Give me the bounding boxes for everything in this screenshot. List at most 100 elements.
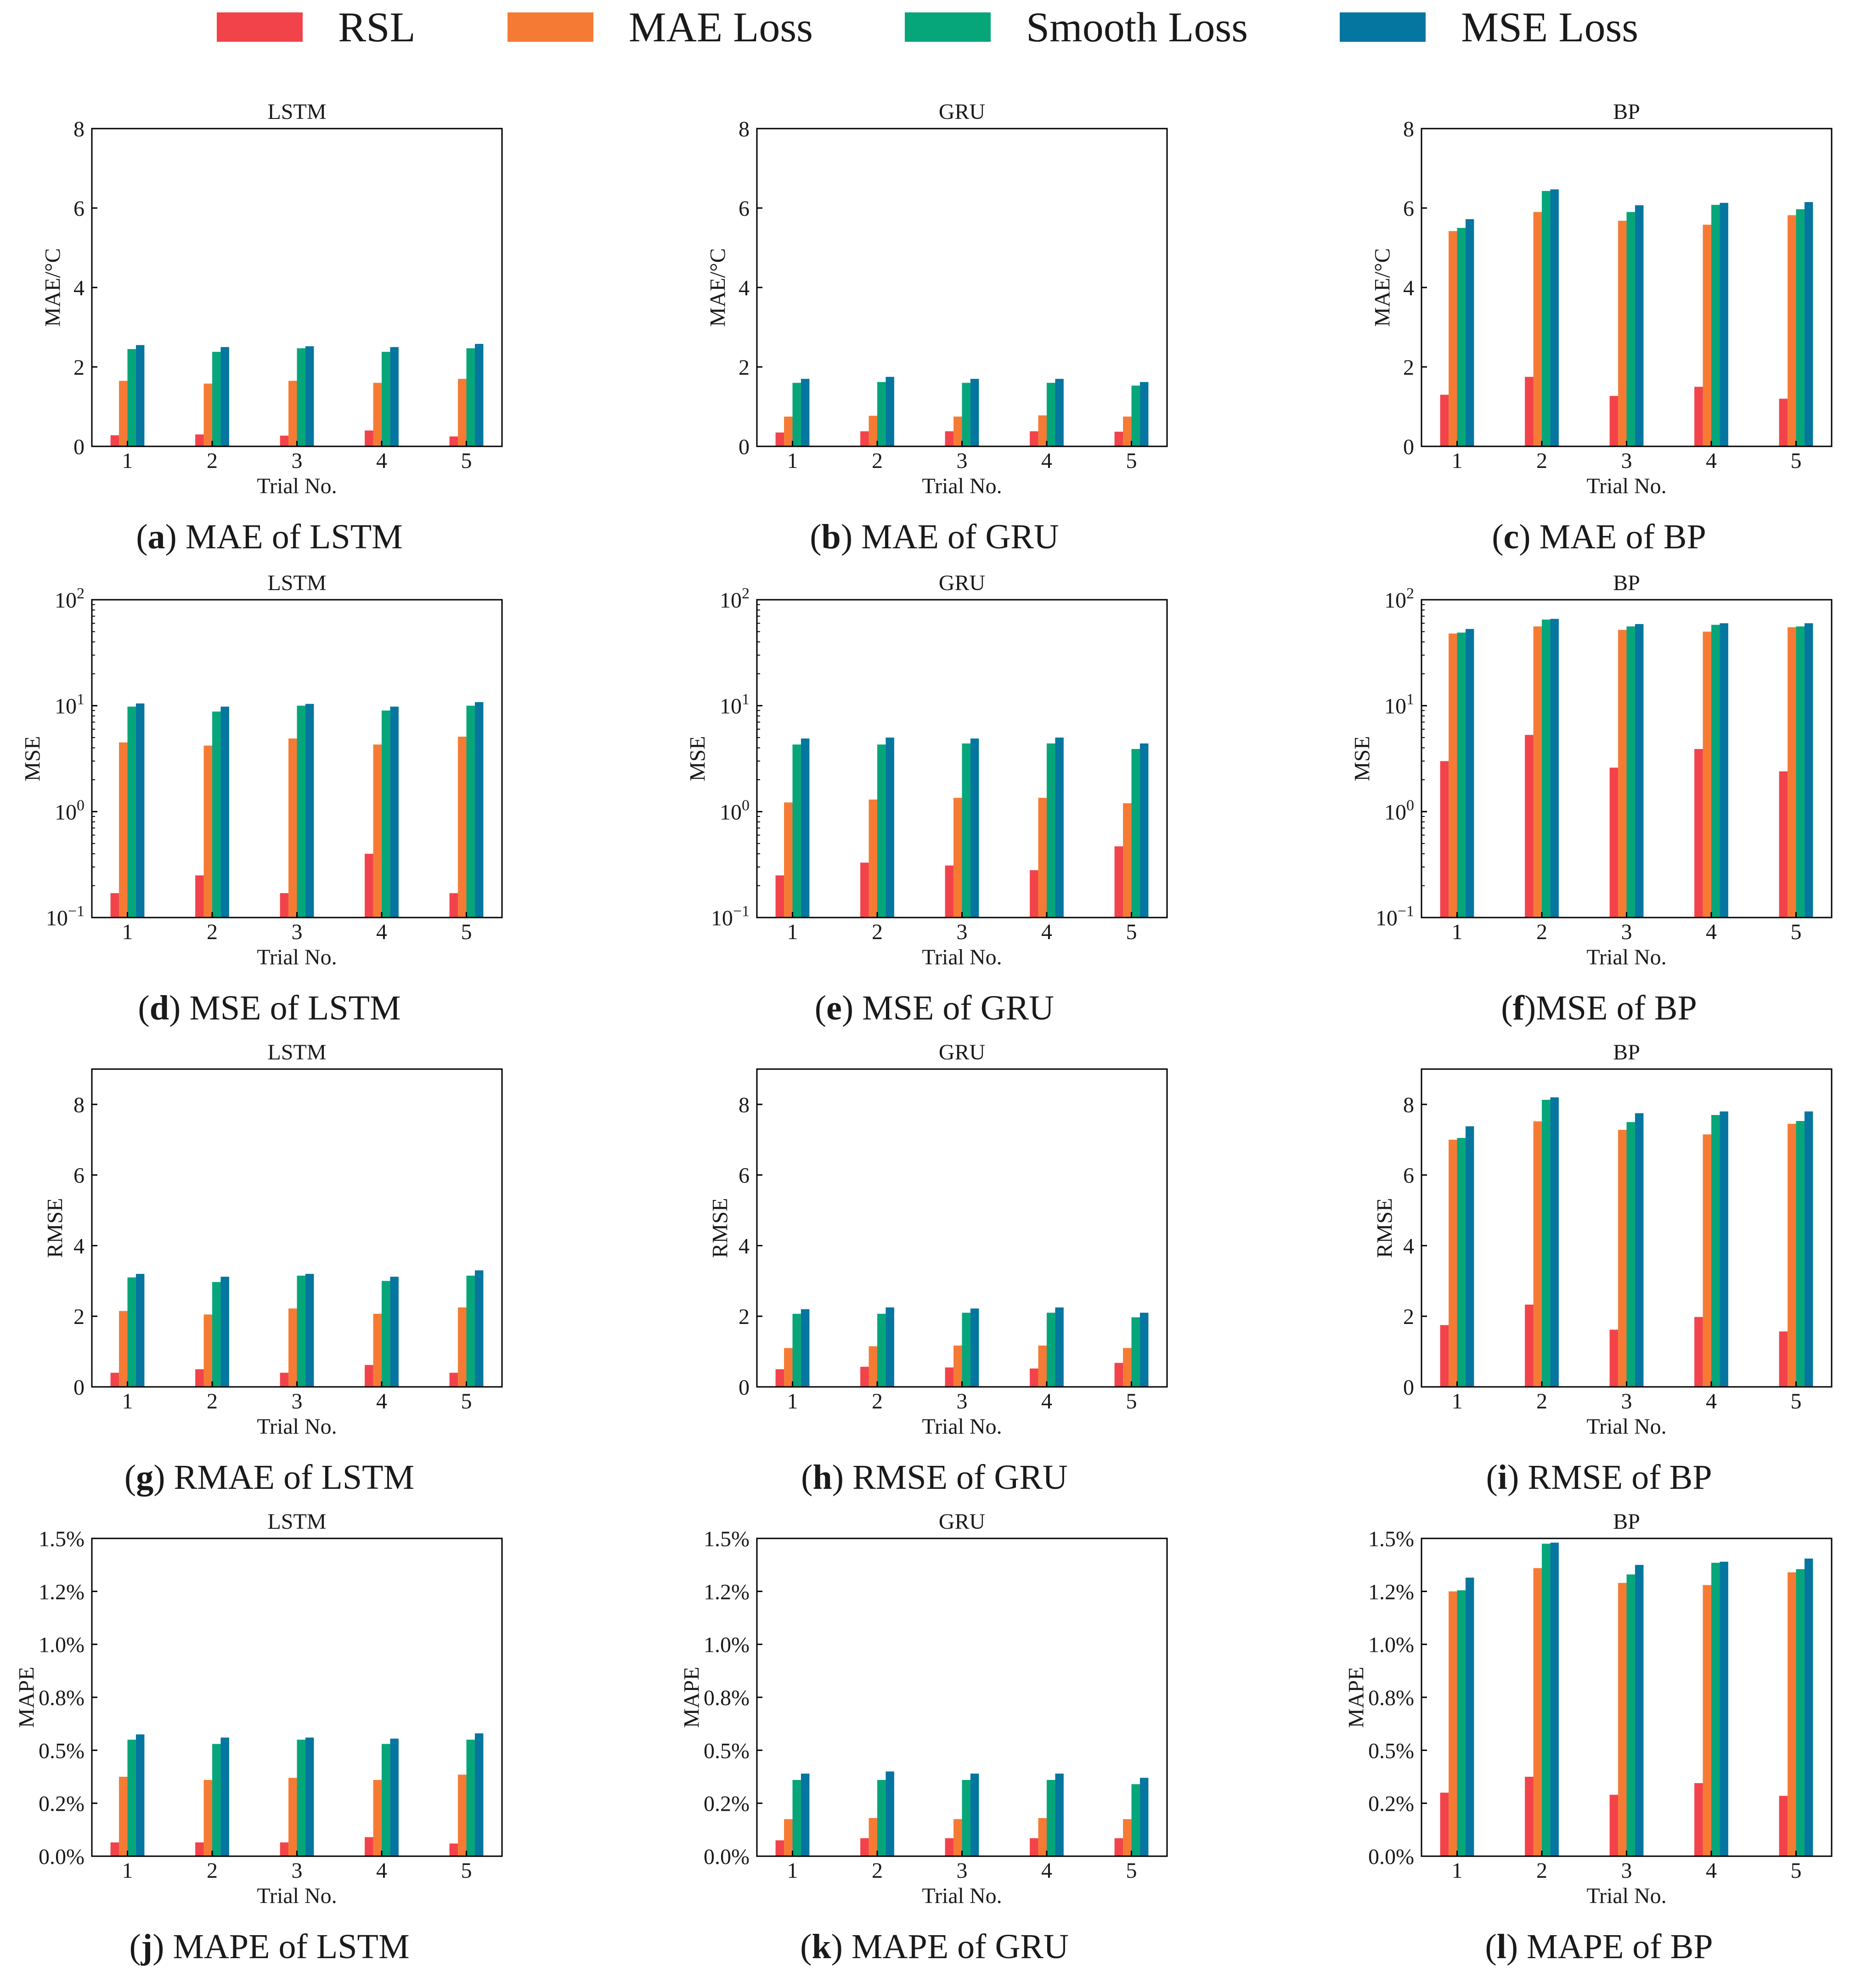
bar-h-smooth-loss-trial-2 — [877, 1313, 886, 1387]
bar-e-rsl-trial-4 — [1030, 870, 1038, 918]
bar-g-smooth-loss-trial-2 — [212, 1282, 221, 1387]
caption-close-paren: ) — [841, 518, 852, 556]
bar-g-rsl-trial-4 — [365, 1365, 373, 1387]
y-tick-label-f: 101 — [1384, 691, 1414, 719]
y-tick-label-exponent: 2 — [742, 585, 750, 602]
bar-c-mae-loss-trial-4 — [1703, 225, 1711, 446]
bar-k-mse-loss-trial-5 — [1139, 1778, 1149, 1856]
bar-f-mse-loss-trial-4 — [1720, 623, 1728, 918]
bar-e-smooth-loss-trial-4 — [1047, 743, 1055, 918]
bar-k-mae-loss-trial-4 — [1038, 1818, 1047, 1856]
legend-item-rsl: RSL — [217, 6, 416, 48]
y-axis-label-j: MAPE — [15, 1667, 39, 1728]
bar-c-smooth-loss-trial-3 — [1626, 212, 1635, 446]
bar-c-mse-loss-trial-4 — [1720, 203, 1728, 446]
bar-f-smooth-loss-trial-2 — [1542, 619, 1551, 918]
bar-i-smooth-loss-trial-2 — [1542, 1099, 1551, 1387]
x-axis-label-e: Trial No. — [922, 945, 1002, 969]
bar-f-smooth-loss-trial-3 — [1626, 626, 1635, 918]
chart-panel-k: 1 2 3 4 5 0.0% 0.2% 0.5% 0.8% 1.0% 1.2% 1.5% GRU Tria… — [680, 1509, 1168, 1966]
caption-letter: f — [1513, 989, 1525, 1027]
x-tick-label-d: 1 — [122, 920, 133, 944]
caption-text: MAPE of GRU — [843, 1927, 1069, 1966]
y-axis-label-a: MAE/°C — [41, 248, 65, 327]
y-tick-label-l: 1.0% — [1368, 1633, 1414, 1657]
bar-f-mse-loss-trial-2 — [1550, 619, 1559, 918]
bar-a-mse-loss-trial-2 — [220, 347, 229, 446]
y-tick-label-exponent: 2 — [77, 585, 85, 602]
bar-i-rsl-trial-3 — [1609, 1329, 1619, 1387]
y-tick-label-exponent: −1 — [733, 903, 750, 920]
y-tick-label-base: 10 — [55, 800, 77, 824]
bar-l-rsl-trial-5 — [1779, 1796, 1788, 1856]
bar-j-smooth-loss-trial-5 — [466, 1740, 475, 1856]
caption-close-paren: ) — [153, 1458, 165, 1497]
bar-i-mse-loss-trial-4 — [1720, 1111, 1728, 1387]
bar-e-mae-loss-trial-1 — [784, 802, 793, 918]
bar-i-smooth-loss-trial-3 — [1626, 1122, 1635, 1387]
bar-g-smooth-loss-trial-5 — [466, 1275, 475, 1387]
y-tick-label-k: 0.2% — [704, 1792, 750, 1816]
bar-i-mse-loss-trial-3 — [1635, 1113, 1644, 1387]
bar-e-mae-loss-trial-4 — [1038, 798, 1047, 918]
bar-g-mse-loss-trial-2 — [220, 1277, 229, 1387]
bar-j-rsl-trial-4 — [365, 1837, 373, 1856]
bar-k-mae-loss-trial-2 — [869, 1818, 877, 1856]
figure-caption-b: (b) MAE of GRU — [810, 518, 1059, 556]
x-tick-label-i: 3 — [1621, 1389, 1632, 1414]
bar-h-rsl-trial-5 — [1114, 1363, 1123, 1387]
caption-text: RMSE of BP — [1519, 1458, 1712, 1497]
bar-c-smooth-loss-trial-1 — [1457, 228, 1466, 446]
y-axis-label-k: MAPE — [680, 1667, 704, 1728]
bar-j-mae-loss-trial-2 — [203, 1780, 212, 1856]
bar-d-mse-loss-trial-3 — [305, 704, 314, 918]
bar-b-mse-loss-trial-5 — [1139, 382, 1149, 446]
x-axis-label-j: Trial No. — [257, 1884, 337, 1908]
caption-open-paren: ( — [810, 518, 821, 556]
x-tick-label-g: 4 — [376, 1389, 387, 1414]
caption-text: MAE of BP — [1531, 518, 1706, 556]
bar-a-smooth-loss-trial-5 — [466, 348, 475, 446]
bar-h-mse-loss-trial-4 — [1055, 1307, 1064, 1387]
y-tick-label-c: 0 — [1403, 435, 1414, 459]
chart-panel-g: 1 2 3 4 5 0 2 4 6 8 LSTM Trial No. RMSE (g) RMAE of L… — [43, 1040, 503, 1497]
chart-panel-a: 1 2 3 4 5 0 2 4 6 8 LSTM Trial No. MAE/°C (a) MAE of … — [41, 100, 503, 556]
bar-g-mae-loss-trial-5 — [458, 1307, 467, 1387]
bar-j-mae-loss-trial-1 — [119, 1777, 128, 1856]
bar-d-mae-loss-trial-4 — [373, 744, 382, 918]
bar-f-mae-loss-trial-4 — [1703, 631, 1711, 918]
y-tick-label-j: 0.8% — [39, 1686, 85, 1710]
y-tick-label-b: 0 — [739, 435, 750, 459]
caption-open-paren: ( — [1501, 989, 1512, 1027]
bar-d-rsl-trial-4 — [365, 854, 373, 918]
bar-j-smooth-loss-trial-1 — [127, 1740, 136, 1856]
caption-open-paren: ( — [1485, 1927, 1496, 1966]
y-axis-label-g: RMSE — [43, 1198, 68, 1258]
bar-b-rsl-trial-4 — [1030, 431, 1038, 446]
caption-close-paren: ) — [1524, 989, 1536, 1027]
x-tick-label-h: 1 — [787, 1389, 798, 1414]
x-tick-label-g: 5 — [461, 1389, 472, 1414]
y-tick-label-b: 2 — [739, 355, 750, 380]
bar-c-mse-loss-trial-1 — [1465, 219, 1474, 446]
x-axis-label-f: Trial No. — [1586, 945, 1666, 969]
x-tick-label-a: 5 — [461, 449, 472, 473]
x-tick-label-k: 4 — [1041, 1858, 1052, 1883]
legend-swatch-rsl — [217, 12, 303, 42]
bar-a-smooth-loss-trial-4 — [382, 352, 390, 446]
bar-l-smooth-loss-trial-1 — [1457, 1590, 1466, 1856]
bar-b-mae-loss-trial-3 — [953, 417, 962, 447]
bar-e-smooth-loss-trial-1 — [792, 744, 801, 918]
bar-a-mae-loss-trial-3 — [288, 381, 297, 446]
y-tick-label-k: 1.5% — [704, 1527, 750, 1551]
caption-letter: i — [1498, 1458, 1507, 1497]
y-tick-label-k: 1.2% — [704, 1580, 750, 1604]
caption-close-paren: ) — [831, 1927, 843, 1966]
bar-d-mae-loss-trial-2 — [203, 745, 212, 918]
caption-close-paren: ) — [165, 518, 177, 556]
bar-i-rsl-trial-5 — [1779, 1331, 1788, 1387]
bar-d-rsl-trial-5 — [449, 893, 458, 918]
y-tick-label-base: 10 — [1384, 800, 1406, 824]
bar-l-mae-loss-trial-3 — [1618, 1583, 1627, 1856]
